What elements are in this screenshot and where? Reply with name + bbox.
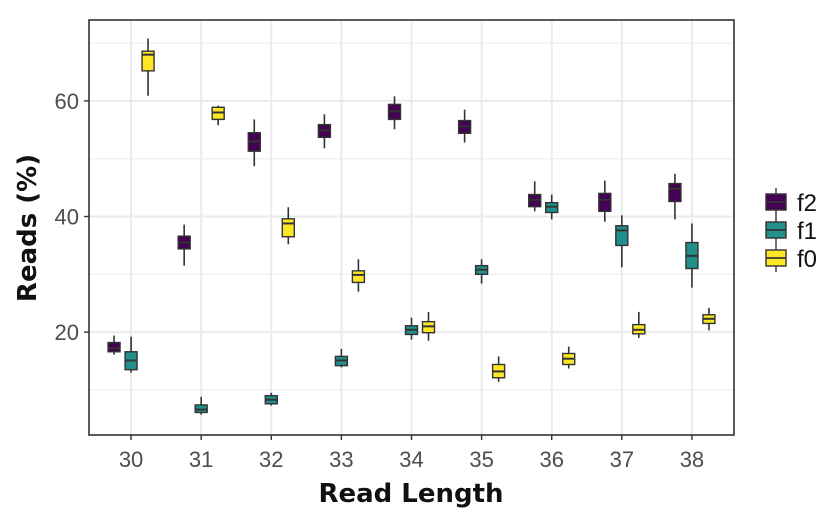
y-axis: 20 40 60 [55,89,89,345]
legend-label: f0 [797,246,817,273]
x-axis: 30 31 32 33 34 35 36 37 38 [119,435,704,472]
x-tick-label: 33 [329,447,353,472]
box-f2-38 [668,173,682,220]
legend-label: f2 [797,190,817,217]
x-tick-label: 32 [259,447,283,472]
box-f1-37 [615,215,629,268]
box-f2-34 [387,96,402,130]
x-tick-label: 37 [610,447,634,472]
box-series [107,38,716,415]
box-f0-34 [421,311,436,341]
x-axis-title: Read Length [318,479,503,509]
box-f1-30 [124,336,138,373]
x-tick-label: 34 [399,447,423,472]
box-f0-36 [562,346,576,369]
box-f0-31 [211,105,225,126]
box-f2-35 [457,109,472,143]
x-tick-label: 31 [189,447,213,472]
box-f1-34 [404,317,419,340]
series-f0 [141,38,716,382]
box-f2-33 [317,114,332,149]
legend-item-f0: f0 [765,244,817,273]
series-f2 [107,96,682,355]
legend-label: f1 [797,218,817,245]
box-f0-37 [632,311,646,338]
box-f1-35 [474,259,489,284]
box-f0-32 [281,207,295,245]
y-tick-label: 20 [55,320,79,345]
x-tick-label: 35 [469,447,493,472]
x-tick-label: 38 [680,447,704,472]
series-f1 [124,194,699,415]
box-f0-33 [351,259,366,292]
box-f2-36 [528,181,542,212]
y-tick-label: 40 [55,205,79,230]
legend-item-f1: f1 [765,216,817,245]
box-f0-38 [702,307,716,331]
box-f0-30 [141,38,155,96]
box-f1-36 [545,194,559,220]
x-tick-label: 30 [119,447,143,472]
legend-item-f2: f2 [765,188,817,217]
box-f1-32 [264,392,278,406]
y-axis-title: Reads (%) [13,154,43,302]
box-f1-33 [334,348,349,368]
box-f2-32 [247,119,261,167]
y-tick-label: 60 [55,89,79,114]
box-f2-30 [107,335,121,355]
box-f2-31 [177,224,191,266]
box-f1-38 [685,223,699,288]
box-f2-37 [598,180,612,222]
x-tick-label: 36 [539,447,563,472]
box-f1-31 [194,396,208,415]
box-f0-35 [491,356,506,382]
gridlines [89,20,734,435]
